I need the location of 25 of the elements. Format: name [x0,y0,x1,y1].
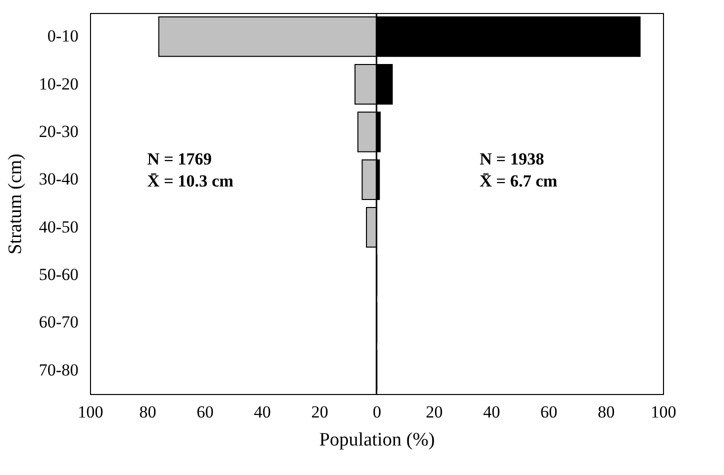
x-axis-title: Population (%) [319,430,435,450]
x-tick-label: 60 [196,402,214,422]
annotation: X̄ = 10.3 cm [147,172,234,191]
y-tick-label: 40-50 [38,217,78,236]
y-tick-label: 10-20 [38,74,78,94]
x-tick-label: 40 [483,402,500,422]
x-tick-label: 80 [139,402,156,422]
y-tick-label: 50-60 [38,265,78,284]
x-tick-label: 40 [254,402,271,422]
y-tick-label: 30-40 [38,170,78,189]
x-tick-label: 100 [650,402,676,422]
y-tick-label: 60-70 [38,312,78,332]
x-tick-label: 60 [540,402,558,422]
y-tick-label: 20-30 [38,122,78,141]
y-tick-label: 70-80 [38,360,78,380]
annotation: N = 1938 [480,150,544,169]
x-tick-label: 80 [598,402,615,422]
annotation: X̄ = 6.7 cm [480,172,558,191]
annotation: N = 1769 [147,150,212,169]
x-tick-label: 20 [311,402,328,422]
x-tick-label: 0 [372,402,382,422]
x-tick-label: 20 [426,402,443,422]
y-axis-title: Stratum (cm) [4,154,26,254]
x-tick-label: 100 [78,402,104,422]
y-tick-label: 0-10 [47,26,78,46]
